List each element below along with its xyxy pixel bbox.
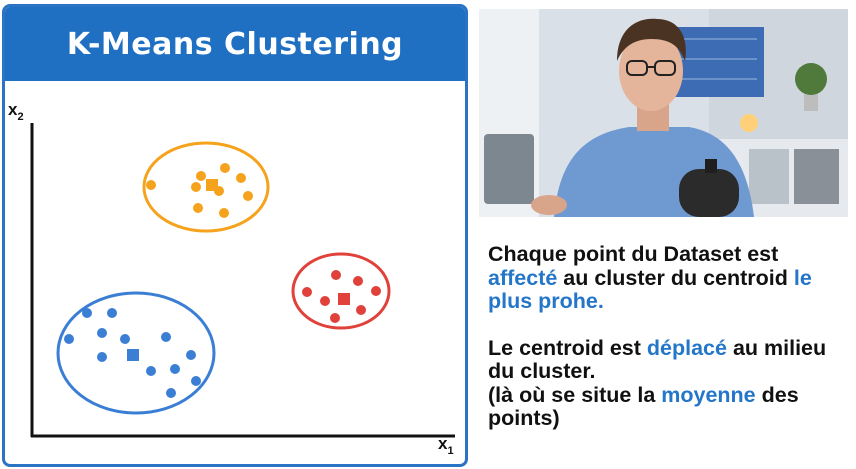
data-point <box>219 208 229 218</box>
highlight-plus-proche: le plus prohe. <box>488 265 812 313</box>
data-point <box>166 388 176 398</box>
data-point <box>220 163 230 173</box>
data-point <box>186 350 196 360</box>
explanation-text: Chaque point du Dataset est affecté au c… <box>488 242 850 431</box>
data-point <box>371 286 381 296</box>
cluster-boundary <box>142 141 270 233</box>
data-point <box>146 180 156 190</box>
x-axis-label: x1 <box>438 434 454 457</box>
data-point <box>107 308 117 318</box>
data-point <box>196 171 206 181</box>
slide-panel: K-Means Clustering x2 x1 <box>2 4 468 467</box>
data-point <box>356 305 366 315</box>
cluster-red <box>291 252 391 330</box>
centroid-marker <box>127 349 139 361</box>
data-point <box>82 308 92 318</box>
person-hair <box>617 18 686 61</box>
data-point <box>353 276 363 286</box>
data-point <box>161 332 171 342</box>
kmeans-plot: x2 x1 <box>8 100 455 457</box>
data-point <box>330 313 340 323</box>
slide-header: K-Means Clustering <box>5 7 465 77</box>
slide-title: K-Means Clustering <box>66 26 404 62</box>
header-divider <box>5 77 465 81</box>
data-point <box>97 352 107 362</box>
data-point <box>64 334 74 344</box>
plant <box>795 63 827 95</box>
centroid-marker <box>338 293 350 305</box>
data-point <box>302 287 312 297</box>
highlight-moyenne: moyenne <box>661 382 756 407</box>
explanation-paragraph-3: (là où se situe la moyenne des points) <box>488 382 799 430</box>
person-face <box>619 31 683 111</box>
data-point <box>191 376 201 386</box>
data-point <box>193 203 203 213</box>
cluster-orange <box>142 141 270 233</box>
microphone <box>679 169 739 217</box>
data-point <box>170 364 180 374</box>
explanation-paragraph-2: Le centroid est déplacé au milieu du clu… <box>488 335 827 383</box>
data-point <box>331 270 341 280</box>
lamp <box>740 114 758 132</box>
y-axis-label: x2 <box>8 100 24 123</box>
data-point <box>191 182 201 192</box>
webcam-frame-illustration <box>479 9 848 217</box>
cluster-boundary <box>56 291 216 415</box>
cluster-blue <box>56 291 216 415</box>
cluster-boundary <box>291 252 391 330</box>
explanation-paragraph-1: Chaque point du Dataset est affecté au c… <box>488 242 812 313</box>
centroid-marker <box>206 179 218 191</box>
data-point <box>120 334 130 344</box>
highlight-deplace: déplacé <box>646 335 727 360</box>
data-point <box>320 296 330 306</box>
data-point <box>97 328 107 338</box>
wall-poster <box>672 27 764 97</box>
data-point <box>146 366 156 376</box>
webcam-video <box>479 9 848 217</box>
highlight-affecte: affecté <box>488 265 558 290</box>
data-point <box>236 173 246 183</box>
data-point <box>243 191 253 201</box>
